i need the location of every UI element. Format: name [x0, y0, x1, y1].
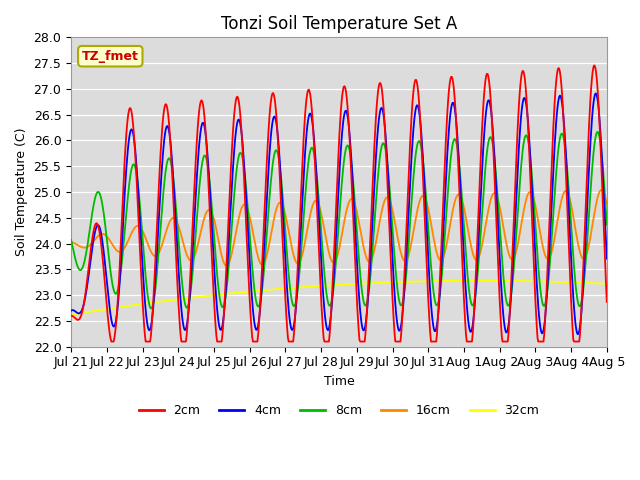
2cm [603, 299, 611, 305]
16cm [420, 194, 428, 200]
4cm [420, 166, 428, 171]
8cm [405, 241, 413, 247]
2cm [67, 313, 75, 319]
32cm [186, 295, 194, 300]
8cm [594, 129, 602, 135]
32cm [132, 302, 140, 308]
16cm [222, 263, 230, 269]
32cm [215, 292, 223, 298]
4cm [592, 91, 600, 96]
8cm [132, 168, 140, 173]
32cm [77, 310, 84, 316]
4cm [132, 156, 140, 161]
Legend: 2cm, 4cm, 8cm, 16cm, 32cm: 2cm, 4cm, 8cm, 16cm, 32cm [134, 399, 545, 422]
2cm [405, 172, 413, 178]
32cm [420, 278, 428, 284]
16cm [77, 244, 84, 250]
16cm [598, 187, 605, 193]
8cm [216, 293, 223, 299]
16cm [132, 224, 140, 229]
16cm [603, 201, 611, 207]
8cm [420, 171, 428, 177]
2cm [420, 205, 428, 211]
4cm [77, 309, 84, 315]
Line: 16cm: 16cm [71, 190, 607, 266]
16cm [186, 258, 194, 264]
X-axis label: Time: Time [324, 375, 355, 388]
32cm [67, 312, 75, 318]
16cm [215, 239, 223, 245]
Line: 2cm: 2cm [71, 65, 607, 342]
Line: 4cm: 4cm [71, 94, 607, 334]
8cm [147, 306, 155, 312]
32cm [603, 281, 611, 287]
32cm [404, 279, 412, 285]
4cm [574, 331, 582, 337]
8cm [603, 222, 611, 228]
2cm [133, 179, 141, 184]
Line: 32cm: 32cm [71, 281, 607, 315]
8cm [188, 285, 195, 290]
4cm [186, 286, 194, 291]
4cm [67, 308, 75, 313]
2cm [108, 339, 115, 345]
Line: 8cm: 8cm [71, 132, 607, 309]
4cm [603, 256, 611, 262]
2cm [188, 256, 195, 262]
8cm [67, 237, 75, 243]
4cm [404, 223, 412, 228]
32cm [478, 278, 486, 284]
Title: Tonzi Soil Temperature Set A: Tonzi Soil Temperature Set A [221, 15, 457, 33]
8cm [77, 267, 84, 273]
2cm [590, 62, 598, 68]
16cm [405, 252, 413, 258]
2cm [216, 339, 223, 345]
16cm [67, 239, 75, 245]
2cm [77, 313, 84, 319]
4cm [215, 320, 223, 326]
Text: TZ_fmet: TZ_fmet [82, 50, 139, 63]
Y-axis label: Soil Temperature (C): Soil Temperature (C) [15, 128, 28, 256]
